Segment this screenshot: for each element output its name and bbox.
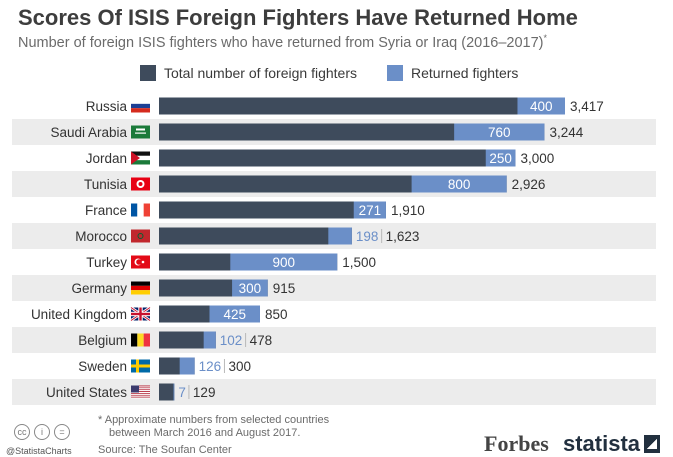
bar-total — [159, 227, 352, 245]
bar-returned — [230, 253, 338, 271]
returned-value-label: 126 — [199, 359, 222, 374]
category-label: United States — [46, 385, 127, 400]
bar-returned — [179, 357, 195, 375]
category-label: Tunisia — [84, 177, 128, 192]
legend-swatch-total — [140, 65, 156, 81]
statista-mark-icon — [644, 435, 661, 453]
usa-flag-icon — [131, 385, 150, 399]
row-band — [12, 275, 656, 301]
subtitle-footnote-mark: * — [543, 33, 548, 43]
returned-value-label: 400 — [530, 99, 553, 114]
legend-label-total: Total number of foreign fighters — [164, 65, 357, 81]
returned-value-label: 300 — [239, 281, 262, 296]
morocco-flag-icon — [131, 229, 150, 243]
returned-value-label: 7 — [178, 385, 186, 400]
category-label: Turkey — [86, 255, 127, 270]
category-label: Saudi Arabia — [50, 125, 127, 140]
returned-value-label: 760 — [488, 125, 511, 140]
returned-value-label: 271 — [359, 203, 382, 218]
equals-icon: = — [54, 424, 70, 440]
total-value-label: 3,000 — [520, 151, 554, 166]
bar-total — [159, 383, 175, 401]
returned-value-label: 198 — [356, 229, 379, 244]
source-note: Source: The Soufan Center — [98, 444, 232, 456]
legend-item-total: Total number of foreign fighters — [140, 65, 357, 81]
category-label: Jordan — [86, 151, 127, 166]
saudi-arabia-flag-icon — [131, 125, 150, 139]
footnote-line-2: between March 2016 and August 2017. — [109, 427, 301, 439]
legend-swatch-returned — [387, 65, 403, 81]
category-label: Russia — [86, 99, 128, 114]
total-value-label: 300 — [228, 359, 251, 374]
statista-logo: statista — [563, 431, 661, 457]
total-value-label: 1,623 — [386, 229, 420, 244]
category-label: United Kingdom — [31, 307, 127, 322]
license-icons: cc i = — [14, 424, 70, 440]
france-flag-icon — [131, 203, 150, 217]
bar-chart: Russia 400 3,417 Saudi Arabia 760 3,244 Jordan… — [12, 97, 656, 405]
tunisia-flag-icon — [131, 177, 150, 191]
total-value-label: 1,500 — [342, 255, 376, 270]
bar-returned — [232, 279, 268, 297]
bar-returned — [411, 175, 507, 193]
bar-total — [159, 331, 216, 349]
row-band — [12, 379, 656, 405]
category-label: Morocco — [75, 229, 127, 244]
total-value-label: 3,244 — [549, 125, 583, 140]
bar-returned — [454, 123, 545, 141]
belgium-flag-icon — [131, 333, 150, 347]
bar-total — [159, 149, 516, 167]
returned-value-label: 250 — [489, 151, 512, 166]
germany-flag-icon — [131, 281, 150, 295]
category-label: Sweden — [78, 359, 127, 374]
statista-handle: @StatistaCharts — [6, 446, 72, 456]
returned-value-label: 102 — [220, 333, 243, 348]
footnote: * Approximate numbers from selected coun… — [98, 414, 329, 440]
bar-returned — [485, 149, 516, 167]
forbes-logo: Forbes — [484, 431, 549, 456]
bar-total — [159, 97, 565, 115]
bar-returned — [353, 201, 386, 219]
category-label: Germany — [71, 281, 127, 296]
jordan-flag-icon — [131, 151, 150, 165]
chart-title: Scores Of ISIS Foreign Fighters Have Ret… — [18, 5, 578, 30]
bar-returned — [517, 97, 565, 115]
returned-value-label: 425 — [223, 307, 246, 322]
total-value-label: 3,417 — [570, 99, 604, 114]
legend-label-returned: Returned fighters — [411, 65, 519, 81]
category-label: Belgium — [78, 333, 127, 348]
bar-total — [159, 123, 545, 141]
subtitle-text: Number of foreign ISIS fighters who have… — [18, 34, 544, 51]
total-value-label: 2,926 — [512, 177, 546, 192]
total-value-label: 850 — [265, 307, 288, 322]
info-icon: i — [34, 424, 50, 440]
returned-value-label: 900 — [272, 255, 295, 270]
bar-returned — [209, 305, 260, 323]
chart-subtitle: Number of foreign ISIS fighters who have… — [18, 33, 547, 51]
statista-wordmark: statista — [563, 431, 641, 456]
sweden-flag-icon — [131, 359, 150, 373]
cc-icon: cc — [14, 424, 30, 440]
returned-value-label: 800 — [448, 177, 471, 192]
bar-returned — [328, 227, 352, 245]
legend: Total number of foreign fighters Returne… — [140, 65, 548, 81]
total-value-label: 1,910 — [391, 203, 425, 218]
category-label: France — [85, 203, 127, 218]
total-value-label: 478 — [250, 333, 273, 348]
bar-returned — [173, 383, 175, 401]
total-value-label: 129 — [193, 385, 216, 400]
russia-flag-icon — [131, 99, 150, 113]
total-value-label: 915 — [273, 281, 296, 296]
bar-returned — [203, 331, 216, 349]
legend-item-returned: Returned fighters — [387, 65, 518, 81]
row-band — [12, 327, 656, 353]
uk-flag-icon — [130, 306, 151, 322]
turkey-flag-icon — [131, 255, 150, 269]
bar-total — [159, 201, 386, 219]
footnote-line-1: * Approximate numbers from selected coun… — [98, 414, 330, 426]
